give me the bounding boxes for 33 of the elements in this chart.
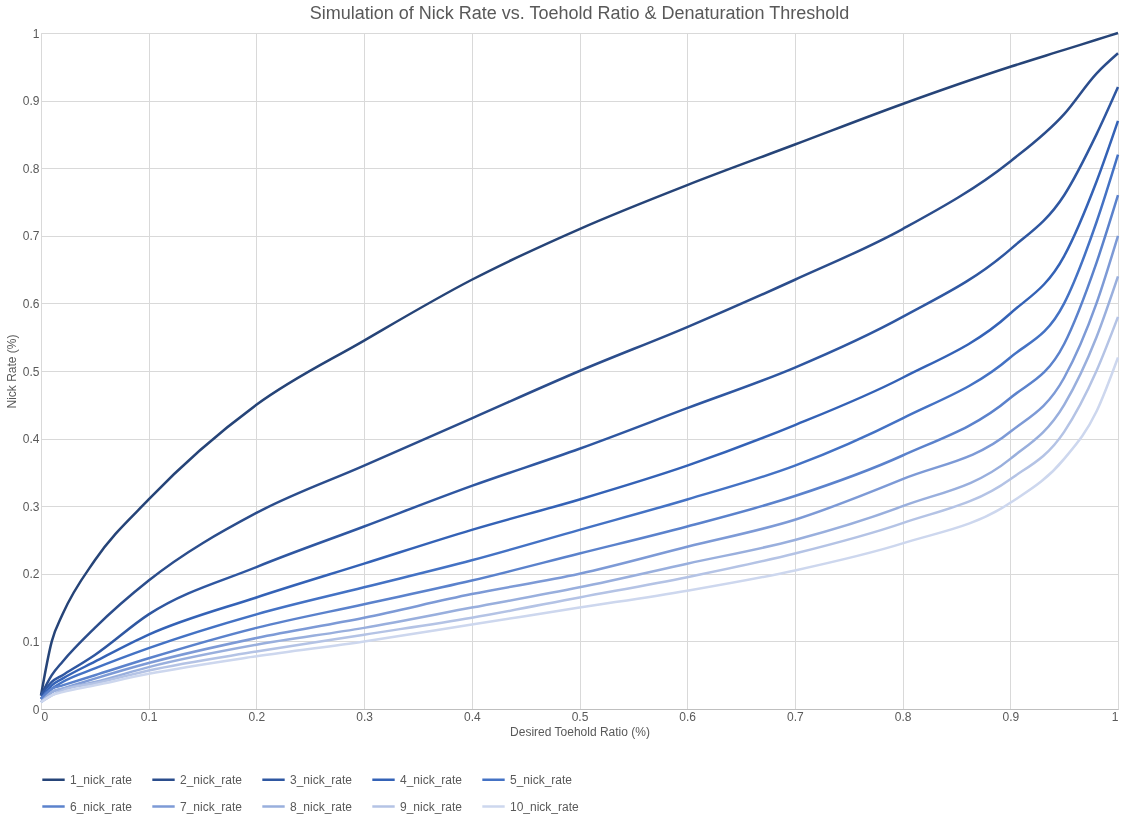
x-tick-label: 0.1 [140,709,158,724]
legend-label: 1_nick_rate [70,772,133,787]
legend-label: 7_nick_rate [180,799,243,814]
y-tick-label: 0.1 [22,634,40,649]
legend-label: 6_nick_rate [70,799,133,814]
y-tick-label: 1 [32,26,40,41]
x-axis-title: Desired Toehold Ratio (%) [510,724,650,739]
y-tick-label: 0.8 [22,161,40,176]
y-tick-label: 0.9 [22,94,40,109]
y-tick-label: 0.6 [22,296,40,311]
y-tick-label: 0.2 [22,567,40,582]
legend-label: 4_nick_rate [400,772,463,787]
x-tick-label: 0.9 [1002,709,1020,724]
y-axis-title: Nick Rate (%) [4,334,19,409]
x-tick-label: 0.4 [463,709,481,724]
x-tick-label: 0.8 [894,709,912,724]
legend-label: 8_nick_rate [290,799,353,814]
x-tick-label: 0.3 [356,709,374,724]
y-tick-label: 0.4 [22,432,40,447]
legend-label: 5_nick_rate [510,772,573,787]
legend-label: 3_nick_rate [290,772,353,787]
x-tick-label: 0.2 [248,709,266,724]
x-tick-label: 1 [1111,709,1119,724]
x-tick-label: 0.6 [679,709,697,724]
y-tick-label: 0.3 [22,499,40,514]
legend-label: 9_nick_rate [400,799,463,814]
legend-label: 10_nick_rate [510,799,580,814]
chart-title: Simulation of Nick Rate vs. Toehold Ratio & Denaturation Threshold [309,3,850,23]
x-tick-label: 0.5 [571,709,589,724]
y-tick-label: 0.7 [22,229,40,244]
x-tick-label: 0.7 [787,709,805,724]
y-tick-label: 0.5 [22,364,40,379]
legend-label: 2_nick_rate [180,772,243,787]
